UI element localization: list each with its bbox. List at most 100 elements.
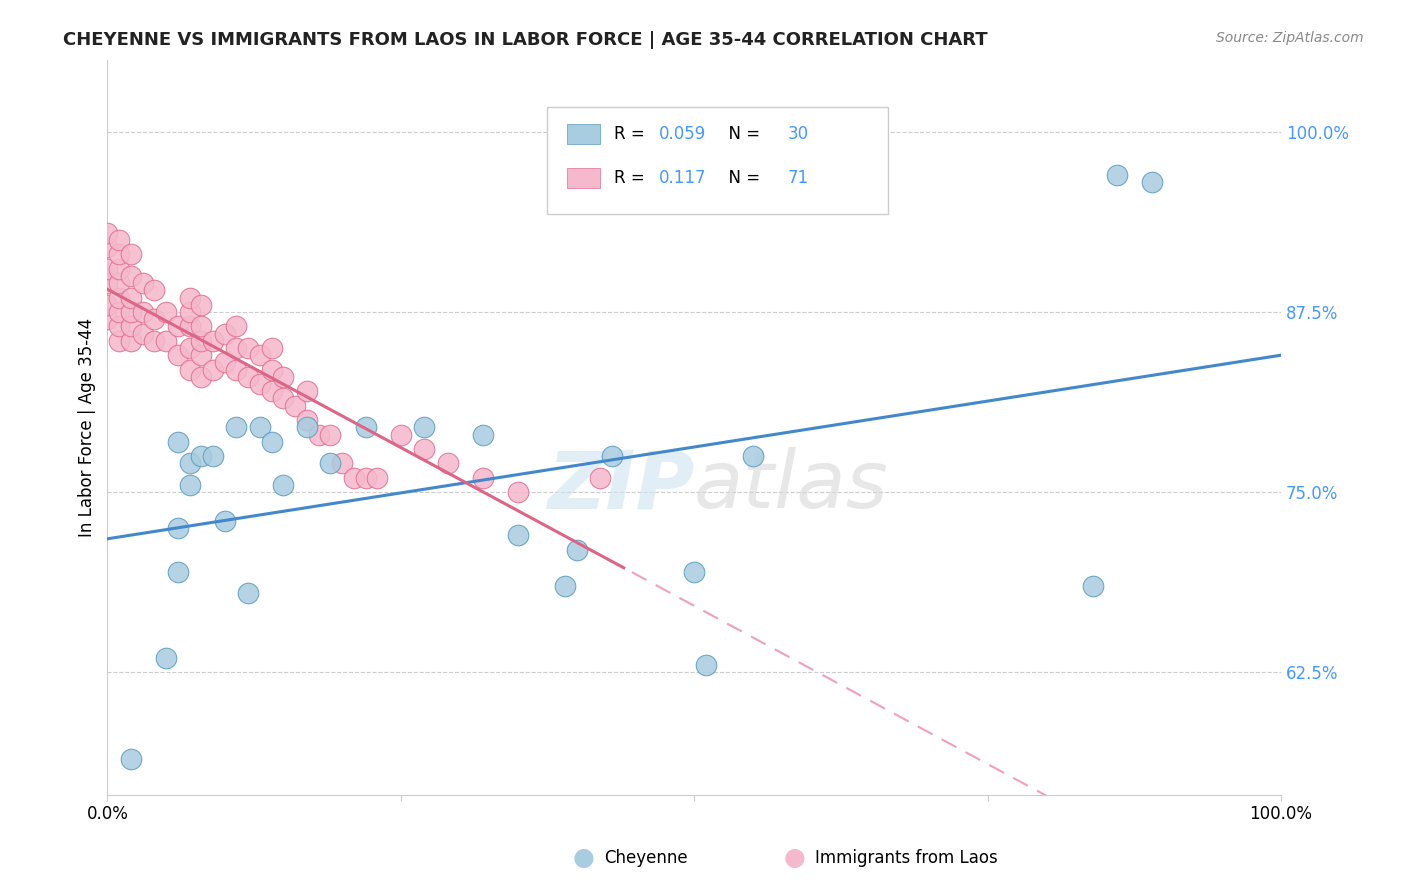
Point: [1140, 175, 1163, 189]
Point: [319, 427, 342, 442]
Point: [96, 276, 118, 290]
Point: [260, 384, 283, 399]
Text: atlas: atlas: [695, 447, 889, 525]
Point: [260, 362, 283, 376]
Point: [120, 247, 142, 261]
Point: [143, 312, 166, 326]
Point: [284, 399, 307, 413]
Point: [389, 427, 412, 442]
Text: 0.117: 0.117: [659, 169, 706, 187]
Text: R =: R =: [614, 169, 655, 187]
Point: [201, 362, 224, 376]
Text: 0.059: 0.059: [659, 125, 706, 143]
Point: [273, 478, 295, 492]
Point: [179, 319, 201, 334]
Point: [238, 586, 260, 600]
FancyBboxPatch shape: [568, 168, 600, 188]
Point: [683, 565, 706, 579]
Point: [436, 456, 458, 470]
Point: [273, 392, 295, 406]
Point: [108, 276, 131, 290]
Point: [179, 478, 201, 492]
Point: [108, 319, 131, 334]
Point: [120, 319, 142, 334]
Point: [354, 471, 377, 485]
Point: [155, 305, 177, 319]
FancyBboxPatch shape: [547, 107, 887, 214]
Text: N =: N =: [717, 169, 765, 187]
Point: [343, 471, 366, 485]
Point: [295, 384, 318, 399]
Point: [190, 369, 212, 384]
Point: [249, 377, 271, 392]
Point: [249, 348, 271, 362]
Text: 71: 71: [787, 169, 810, 187]
Point: [166, 565, 188, 579]
Point: [108, 305, 131, 319]
Text: Immigrants from Laos: Immigrants from Laos: [815, 849, 998, 867]
Point: [120, 334, 142, 348]
Point: [155, 651, 177, 665]
Point: [330, 456, 353, 470]
Point: [179, 362, 201, 376]
Point: [600, 449, 623, 463]
Point: [214, 326, 236, 341]
Point: [1105, 168, 1128, 182]
Text: Cheyenne: Cheyenne: [605, 849, 688, 867]
Point: [695, 658, 717, 673]
Point: [190, 449, 212, 463]
Point: [143, 334, 166, 348]
Point: [96, 298, 118, 312]
Text: CHEYENNE VS IMMIGRANTS FROM LAOS IN LABOR FORCE | AGE 35-44 CORRELATION CHART: CHEYENNE VS IMMIGRANTS FROM LAOS IN LABO…: [63, 31, 988, 49]
Point: [120, 268, 142, 283]
Point: [201, 449, 224, 463]
Point: [179, 291, 201, 305]
Point: [108, 233, 131, 247]
Point: [214, 355, 236, 369]
Point: [225, 341, 247, 355]
Point: [225, 420, 247, 434]
Point: [413, 442, 436, 456]
Point: [131, 305, 153, 319]
Point: [108, 247, 131, 261]
Point: [471, 471, 494, 485]
Point: [120, 305, 142, 319]
Point: [565, 542, 588, 557]
Point: [295, 420, 318, 434]
Point: [238, 341, 260, 355]
Point: [260, 434, 283, 449]
Point: [508, 485, 530, 500]
Point: [179, 305, 201, 319]
Point: [214, 514, 236, 528]
Text: R =: R =: [614, 125, 651, 143]
Point: [238, 369, 260, 384]
Point: [190, 348, 212, 362]
Point: [143, 283, 166, 297]
Text: N =: N =: [717, 125, 765, 143]
Point: [190, 298, 212, 312]
Point: [190, 319, 212, 334]
Point: [166, 319, 188, 334]
Point: [108, 291, 131, 305]
Point: [249, 420, 271, 434]
Text: Source: ZipAtlas.com: Source: ZipAtlas.com: [1216, 31, 1364, 45]
Point: [471, 427, 494, 442]
Text: ZIP: ZIP: [547, 447, 695, 525]
Point: [166, 348, 188, 362]
Point: [179, 341, 201, 355]
Point: [225, 362, 247, 376]
Point: [96, 312, 118, 326]
FancyBboxPatch shape: [568, 124, 600, 145]
Point: [589, 471, 612, 485]
Point: [120, 752, 142, 766]
Point: [508, 528, 530, 542]
Point: [225, 319, 247, 334]
Point: [96, 261, 118, 276]
Point: [96, 240, 118, 254]
Point: [131, 326, 153, 341]
Point: [201, 334, 224, 348]
Text: ●: ●: [783, 847, 806, 870]
Point: [366, 471, 388, 485]
Point: [273, 369, 295, 384]
Point: [120, 291, 142, 305]
